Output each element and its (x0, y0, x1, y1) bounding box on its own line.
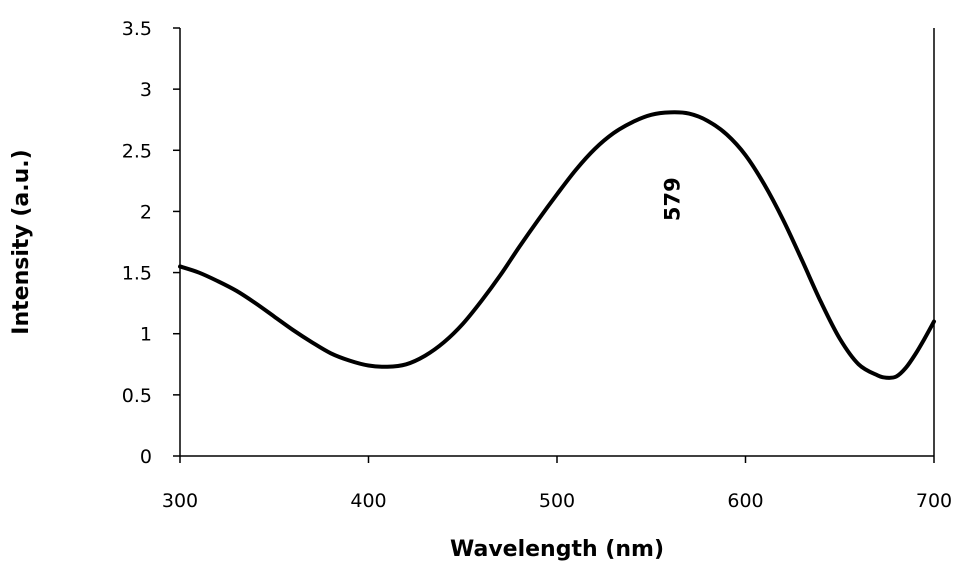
y-tick-label: 3.5 (122, 18, 152, 40)
x-tick-label: 500 (539, 490, 575, 512)
plot-area: 579 (178, 28, 936, 457)
x-tick-label: 600 (727, 490, 763, 512)
y-axis-ticks: 0 0.5 1 1.5 2 2.5 3 3.5 (122, 18, 180, 468)
y-tick-label: 1 (140, 324, 152, 346)
x-tick-label: 300 (162, 490, 198, 512)
y-axis-title: Intensity (a.u.) (9, 149, 34, 334)
y-tick-label: 2.5 (122, 140, 152, 162)
y-tick-label: 1.5 (122, 263, 152, 285)
x-axis-title: Wavelength (nm) (450, 537, 664, 562)
peak-annotation-label: 579 (661, 177, 685, 221)
x-tick-label: 400 (350, 490, 386, 512)
x-tick-label: 700 (916, 490, 952, 512)
series-line (178, 110, 936, 380)
y-tick-label: 0.5 (122, 385, 152, 407)
x-axis-ticks: 300 400 500 600 700 (162, 456, 952, 512)
y-tick-label: 2 (140, 201, 152, 223)
y-tick-label: 3 (140, 79, 152, 101)
y-tick-label: 0 (140, 446, 152, 468)
